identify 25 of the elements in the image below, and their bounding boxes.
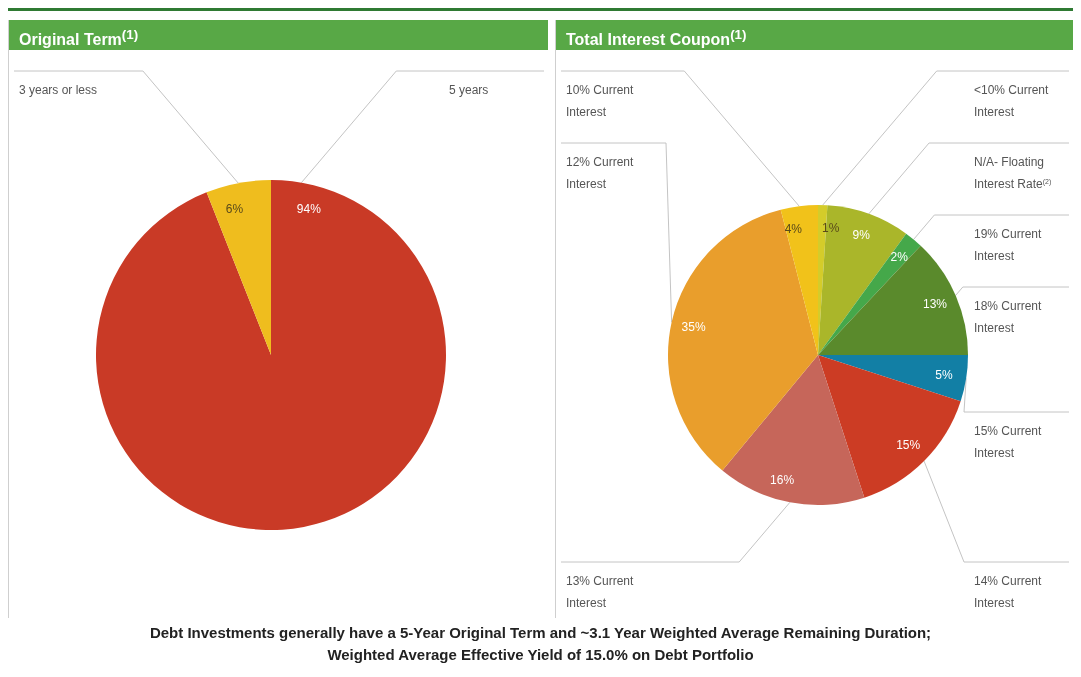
slice-label: <10% Current Interest <box>974 83 1052 119</box>
slice-label: 10% Current Interest <box>566 83 637 119</box>
slice-label: 5 years <box>449 83 489 97</box>
slice-label: 13% Current Interest <box>566 574 637 610</box>
slice-label: 15% Current Interest <box>974 424 1045 460</box>
data-label: 6% <box>225 201 244 216</box>
slice-label: 14% Current Interest <box>974 574 1045 610</box>
data-label: 2% <box>890 249 909 264</box>
slice-label: 12% Current Interest <box>566 155 637 191</box>
chart-title: Total Interest Coupon$^{(1)}$ <box>556 20 1073 50</box>
data-label: 16% <box>770 473 795 488</box>
data-label: 9% <box>852 228 871 243</box>
slice-label: 19% Current Interest <box>974 227 1045 263</box>
data-label: 1% <box>822 220 840 235</box>
data-label: 15% <box>896 438 921 453</box>
data-label: 13% <box>923 297 948 312</box>
data-label: 35% <box>681 320 706 335</box>
data-label: 5% <box>935 367 953 382</box>
chart-title: Original Term$^{(1)}$ <box>9 20 548 50</box>
slice-label: 3 years or less <box>19 83 98 97</box>
data-label: 4% <box>784 221 803 236</box>
text: Weighted Average Effective Yield of 15.0% on Debt Portfolio <box>326 645 755 665</box>
text: Debt Investments generally have a 5-Year Original Term and ~3.1 Year Weighted Average Remaining Duration; <box>148 623 933 643</box>
slice-label: 18% Current Interest <box>974 299 1045 335</box>
data-label: 94% <box>296 201 322 216</box>
